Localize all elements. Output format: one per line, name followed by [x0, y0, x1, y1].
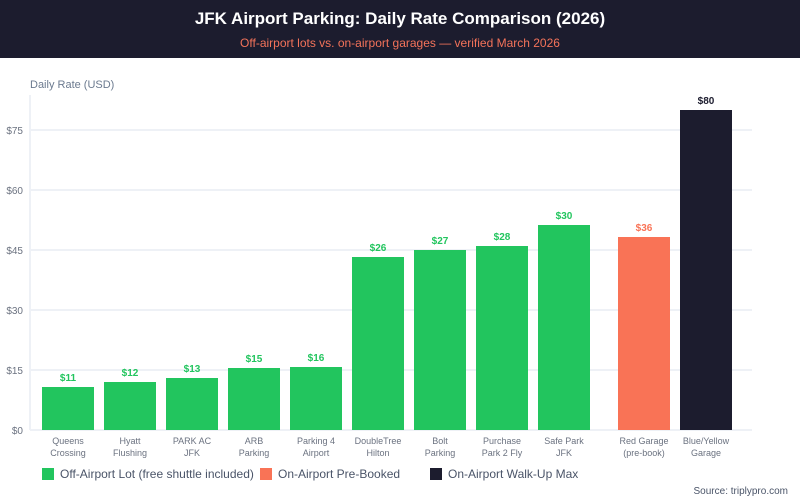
y-tick-label: $0	[12, 426, 24, 437]
bar	[538, 225, 590, 430]
y-axis-label: Daily Rate (USD)	[30, 79, 114, 91]
data-label: $80	[698, 96, 715, 107]
source-note: Source: triplypro.com	[693, 486, 788, 497]
bar	[476, 246, 528, 430]
x-tick-label: Parking	[239, 448, 270, 458]
y-tick-label: $15	[6, 366, 23, 377]
x-tick-label: Purchase	[483, 436, 521, 446]
x-tick-label: Safe Park	[544, 436, 584, 446]
data-label: $12	[122, 368, 139, 379]
data-labels: $11 $12 $13 $15 $16 $26 $27 $28 $30 $36 $80	[60, 96, 715, 384]
bar	[42, 387, 94, 430]
x-tick-label: Flushing	[113, 448, 147, 458]
x-axis-ticks: Queens Crossing Hyatt Flushing PARK AC JFK ARB…	[50, 436, 729, 458]
bar	[290, 367, 342, 430]
x-tick-label: Parking 4	[297, 436, 335, 446]
x-tick-label: Bolt	[432, 436, 448, 446]
x-tick-label: JFK	[556, 448, 572, 458]
y-axis-ticks: $0 $15 $30 $45 $60 $75	[6, 126, 23, 437]
x-tick-label: PARK AC	[173, 436, 212, 446]
x-tick-label: Hilton	[366, 448, 389, 458]
x-tick-label: Garage	[691, 448, 721, 458]
x-tick-label: Red Garage	[619, 436, 668, 446]
legend-label: On-Airport Pre-Booked	[278, 467, 401, 481]
data-label: $26	[370, 243, 387, 254]
x-tick-label: Parking	[425, 448, 456, 458]
legend-swatch-off-airport	[42, 468, 54, 480]
x-tick-label: (pre-book)	[623, 448, 665, 458]
y-tick-label: $30	[6, 306, 23, 317]
chart-title: JFK Airport Parking: Daily Rate Comparis…	[194, 9, 606, 28]
data-label: $28	[494, 232, 511, 243]
bar	[680, 110, 732, 430]
bar	[414, 250, 466, 430]
data-label: $27	[432, 236, 449, 247]
data-label: $30	[556, 211, 573, 222]
legend-label: Off-Airport Lot (free shuttle included)	[60, 467, 254, 481]
y-tick-label: $75	[6, 126, 23, 137]
data-label: $16	[308, 353, 325, 364]
x-tick-label: Airport	[303, 448, 330, 458]
x-tick-label: Queens	[52, 436, 84, 446]
x-tick-label: Crossing	[50, 448, 86, 458]
bar	[166, 378, 218, 430]
x-tick-label: JFK	[184, 448, 200, 458]
data-label: $36	[636, 223, 653, 234]
y-tick-label: $45	[6, 246, 23, 257]
legend-label: On-Airport Walk-Up Max	[448, 467, 579, 481]
y-tick-label: $60	[6, 186, 23, 197]
legend-item-on-airport-prebooked: On-Airport Pre-Booked	[260, 467, 400, 481]
data-label: $11	[60, 373, 77, 384]
bar	[104, 382, 156, 430]
x-tick-label: Blue/Yellow	[683, 436, 730, 446]
bar	[352, 257, 404, 430]
x-tick-label: ARB	[245, 436, 264, 446]
legend-item-on-airport-walkup: On-Airport Walk-Up Max	[430, 467, 578, 481]
x-tick-label: Hyatt	[119, 436, 141, 446]
data-label: $15	[246, 354, 263, 365]
legend-item-off-airport: Off-Airport Lot (free shuttle included)	[42, 467, 254, 481]
bars	[42, 110, 732, 430]
data-label: $13	[184, 364, 201, 375]
x-tick-label: DoubleTree	[355, 436, 402, 446]
chart-header: JFK Airport Parking: Daily Rate Comparis…	[0, 0, 800, 58]
bar	[228, 368, 280, 430]
legend-swatch-prebooked	[260, 468, 272, 480]
chart-subtitle: Off-airport lots vs. on-airport garages …	[240, 36, 560, 50]
x-tick-label: Park 2 Fly	[482, 448, 523, 458]
legend-swatch-walkup	[430, 468, 442, 480]
bar	[618, 237, 670, 430]
